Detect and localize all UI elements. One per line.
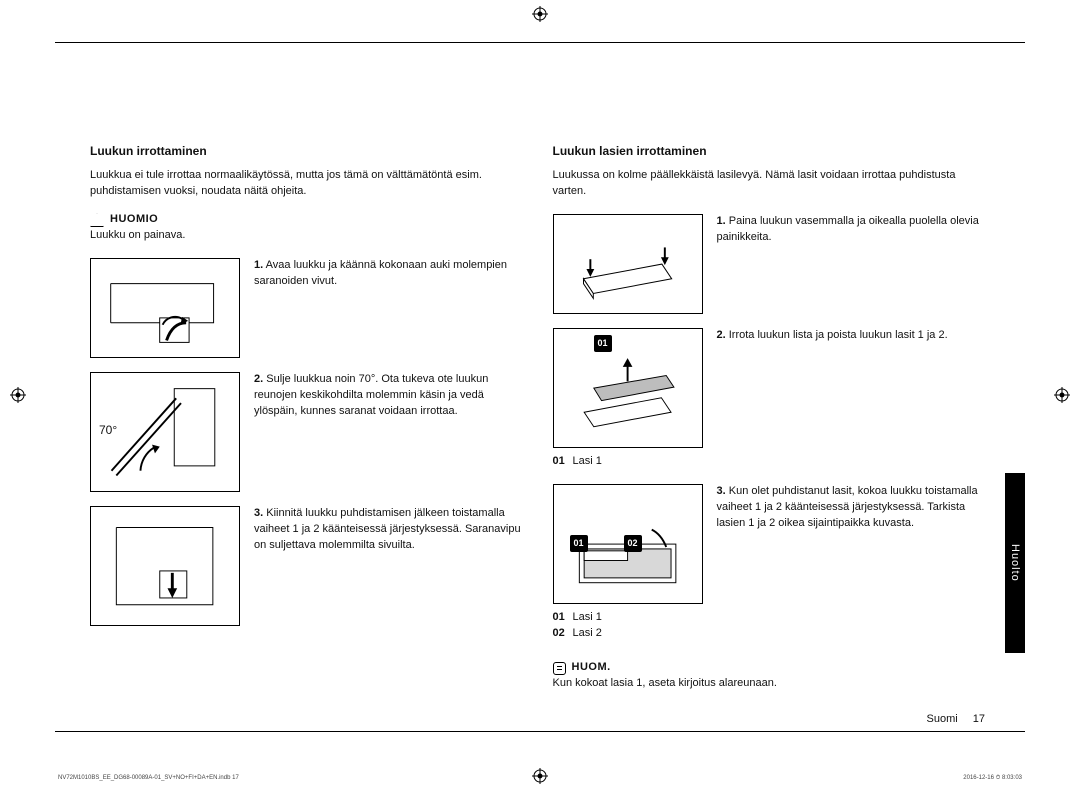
right-step-3-text: 3. Kun olet puhdistanut lasit, kokoa luu… <box>717 484 986 604</box>
page-footer: Suomi 17 <box>927 713 986 725</box>
step-body: Irrota luukun lista ja poista luukun las… <box>729 329 948 341</box>
angle-label: 70° <box>99 422 117 439</box>
figure-door-70deg: 70° <box>90 372 240 492</box>
crop-mark-left <box>10 387 26 403</box>
left-step-1: 1. Avaa luukku ja käännä kokonaan auki m… <box>90 258 523 358</box>
legend-label: Lasi 2 <box>573 627 602 639</box>
figure-hinge-open <box>90 258 240 358</box>
left-step-2-text: 2. Sulje luukkua noin 70°. Ota tukeva ot… <box>254 372 523 492</box>
left-step-2: 70° 2. Sulje luukkua noin 70°. Ota tukev… <box>90 372 523 492</box>
section-tab: Huolto <box>1005 473 1025 653</box>
left-heading: Luukun irrottaminen <box>90 143 523 160</box>
right-step-3: 01 02 3. Kun olet puhdistanut lasit, kok… <box>553 484 986 604</box>
step-num: 2. <box>717 329 726 341</box>
left-step-1-text: 1. Avaa luukku ja käännä kokonaan auki m… <box>254 258 523 358</box>
step-num: 3. <box>717 485 726 497</box>
note-icon <box>553 662 566 675</box>
callout-02: 02 <box>624 535 642 552</box>
footer-lang: Suomi <box>927 713 958 725</box>
legend-num: 01 <box>553 610 573 626</box>
section-tab-label: Huolto <box>1009 544 1021 582</box>
left-step-3: 3. Kiinnitä luukku puhdistamisen jälkeen… <box>90 506 523 626</box>
figure-glass-press <box>553 214 703 314</box>
right-step-2-text: 2. Irrota luukun lista ja poista luukun … <box>717 328 948 448</box>
caution-heading: HUOMIO <box>90 212 523 228</box>
step-body: Sulje luukkua noin 70°. Ota tukeva ote l… <box>254 373 488 417</box>
imposition-footer: NV72M1010BS_EE_DG68-00089A-01_SV+NO+FI+D… <box>58 775 1022 782</box>
right-step-1: 1. Paina luukun vasemmalla ja oikealla p… <box>553 214 986 314</box>
caution-label: HUOMIO <box>110 212 158 228</box>
legend-label: Lasi 1 <box>573 455 602 467</box>
note-heading: HUOM. <box>553 660 986 676</box>
legend-label: Lasi 1 <box>573 611 602 623</box>
callout-01: 01 <box>594 335 612 352</box>
figure-glass-position: 01 02 <box>553 484 703 604</box>
page-frame: Huolto Luukun irrottaminen Luukkua ei tu… <box>55 42 1025 732</box>
step-num: 2. <box>254 373 263 385</box>
caution-text: Luukku on painava. <box>90 228 523 244</box>
crop-mark-right <box>1054 387 1070 403</box>
content-area: Luukun irrottaminen Luukkua ei tule irro… <box>90 143 985 701</box>
note-text: Kun kokoat lasia 1, aseta kirjoitus alar… <box>553 676 986 692</box>
step-body: Kiinnitä luukku puhdistamisen jälkeen to… <box>254 507 521 551</box>
right-heading: Luukun lasien irrottaminen <box>553 143 986 160</box>
right-intro: Luukussa on kolme päällekkäistä lasilevy… <box>553 168 986 200</box>
legend-step3: 01Lasi 1 02Lasi 2 <box>553 610 986 642</box>
step-num: 3. <box>254 507 263 519</box>
footer-page: 17 <box>973 713 985 725</box>
warning-triangle-icon <box>90 213 104 227</box>
step-body: Kun olet puhdistanut lasit, kokoa luukku… <box>717 485 978 529</box>
legend-num: 01 <box>553 454 573 470</box>
indb-timestamp: 2016-12-16 ⏱ 8:03:03 <box>963 775 1022 782</box>
left-column: Luukun irrottaminen Luukkua ei tule irro… <box>90 143 523 701</box>
right-step-2: 01 2. Irrota luukun lista ja poista luuk… <box>553 328 986 448</box>
step-body: Paina luukun vasemmalla ja oikealla puol… <box>717 215 979 243</box>
figure-glass-remove: 01 <box>553 328 703 448</box>
right-step-1-text: 1. Paina luukun vasemmalla ja oikealla p… <box>717 214 986 314</box>
note-label: HUOM. <box>572 660 611 676</box>
left-intro: Luukkua ei tule irrottaa normaalikäytöss… <box>90 168 523 200</box>
step-body: Avaa luukku ja käännä kokonaan auki mole… <box>254 259 507 287</box>
figure-hinge-close <box>90 506 240 626</box>
step-num: 1. <box>717 215 726 227</box>
crop-mark-top <box>532 6 548 22</box>
callout-01b: 01 <box>570 535 588 552</box>
right-column: Luukun lasien irrottaminen Luukussa on k… <box>553 143 986 701</box>
indb-filename: NV72M1010BS_EE_DG68-00089A-01_SV+NO+FI+D… <box>58 775 239 782</box>
left-step-3-text: 3. Kiinnitä luukku puhdistamisen jälkeen… <box>254 506 523 626</box>
step-num: 1. <box>254 259 263 271</box>
legend-num: 02 <box>553 626 573 642</box>
legend-step2: 01Lasi 1 <box>553 454 986 470</box>
